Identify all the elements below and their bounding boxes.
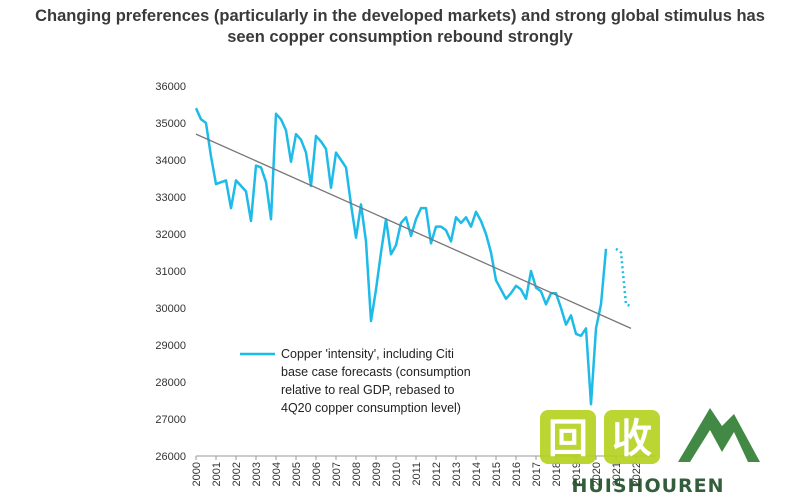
x-tick-label: 2010 [391, 462, 403, 486]
legend-line-2: base case forecasts (consumption [281, 365, 471, 379]
chart-title-line-2: seen copper consumption rebound strongly [227, 28, 573, 46]
legend-line-1: Copper 'intensity', including Citi [281, 347, 454, 361]
watermark-box-2 [604, 410, 660, 464]
x-tick-label: 2011 [411, 462, 423, 486]
y-tick-label: 26000 [155, 451, 186, 463]
chart-title: Changing preferences (particularly in th… [0, 6, 800, 48]
x-axis-ticks: 2000 2001 2002 2003 2004 2005 2006 2007 2008 2009… [191, 456, 643, 486]
x-tick-label: 2013 [451, 462, 463, 486]
x-tick-label: 2006 [311, 462, 323, 486]
x-tick-label: 2015 [491, 462, 503, 486]
watermark-box-1 [540, 410, 596, 464]
watermark-glyph-2: 收 [612, 416, 652, 462]
series-forecast-line [615, 247, 632, 308]
y-tick-label: 30000 [155, 303, 186, 315]
y-tick-label: 33000 [155, 192, 186, 204]
x-tick-label: 2004 [271, 462, 283, 486]
x-tick-label: 2012 [431, 462, 443, 486]
y-tick-label: 31000 [155, 266, 186, 278]
x-tick-label: 2008 [351, 462, 363, 486]
legend-line-4: 4Q20 copper consumption level) [281, 401, 461, 415]
chart-title-line-1: Changing preferences (particularly in th… [35, 7, 765, 25]
x-tick-label: 2020 [591, 462, 603, 486]
legend-line-3: relative to real GDP, rebased to [281, 383, 455, 397]
x-tick-label: 2019 [571, 462, 583, 486]
watermark-logo: 回 收 HUISHOUREN [540, 408, 760, 497]
series-marks [194, 107, 632, 406]
x-tick-label: 2014 [471, 462, 483, 486]
series-line [194, 107, 608, 406]
x-tick-label: 2021 [611, 462, 623, 486]
watermark-glyph-1: 回 [548, 416, 588, 462]
y-tick-label: 29000 [155, 340, 186, 352]
y-tick-label: 32000 [155, 229, 186, 241]
x-tick-label: 2016 [511, 462, 523, 486]
y-axis-ticks: 26000 27000 28000 29000 30000 31000 32000 33000… [155, 81, 186, 463]
y-tick-label: 28000 [155, 377, 186, 389]
legend: Copper 'intensity', including Citi base … [240, 347, 471, 415]
x-tick-label: 2001 [211, 462, 223, 486]
x-tick-label: 2002 [231, 462, 243, 486]
x-tick-label: 2005 [291, 462, 303, 486]
y-tick-label: 35000 [155, 118, 186, 130]
trend-line [195, 133, 632, 329]
x-tick-label: 2009 [371, 462, 383, 486]
x-tick-label: 2000 [191, 462, 203, 486]
y-tick-label: 27000 [155, 414, 186, 426]
y-tick-label: 34000 [155, 155, 186, 167]
x-tick-label: 2018 [551, 462, 563, 486]
x-tick-label: 2022 [631, 462, 643, 486]
watermark-mountain-icon [678, 408, 760, 462]
y-tick-label: 36000 [155, 81, 186, 93]
watermark-word: HUISHOUREN [571, 475, 724, 497]
x-tick-label: 2017 [531, 462, 543, 486]
x-tick-label: 2003 [251, 462, 263, 486]
x-tick-label: 2007 [331, 462, 343, 486]
